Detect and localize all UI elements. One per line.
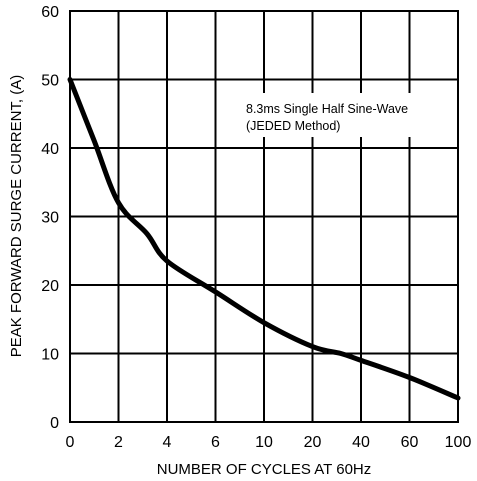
y-tick-labels: 0 10 20 30 40 50 60 (41, 4, 59, 432)
x-tick-label: 2 (114, 434, 123, 451)
grid (70, 11, 458, 422)
y-tick-label: 40 (41, 141, 59, 158)
x-tick-label: 4 (163, 434, 172, 451)
x-tick-label: 60 (401, 434, 419, 451)
x-tick-label: 0 (66, 434, 75, 451)
x-tick-label: 100 (445, 434, 472, 451)
y-tick-label: 0 (50, 415, 59, 432)
x-tick-label: 6 (211, 434, 220, 451)
annotation-line-1: 8.3ms Single Half Sine-Wave (246, 102, 408, 116)
x-tick-label: 10 (255, 434, 273, 451)
y-axis-label: PEAK FORWARD SURGE CURRENT, (A) (8, 75, 25, 358)
x-axis-label: NUMBER OF CYCLES AT 60Hz (157, 461, 372, 478)
x-tick-labels: 0 2 4 6 10 20 40 60 100 (66, 434, 472, 451)
y-tick-label: 30 (41, 210, 59, 227)
x-tick-label: 20 (304, 434, 322, 451)
y-tick-label: 20 (41, 278, 59, 295)
y-tick-label: 10 (41, 347, 59, 364)
plot-frame (69, 10, 459, 423)
x-tick-label: 40 (352, 434, 370, 451)
annotation-box (240, 93, 450, 137)
surge-curve (67, 77, 461, 401)
annotation-line-2: (JEDED Method) (246, 119, 340, 133)
y-tick-label: 60 (41, 4, 59, 21)
y-tick-label: 50 (41, 73, 59, 90)
